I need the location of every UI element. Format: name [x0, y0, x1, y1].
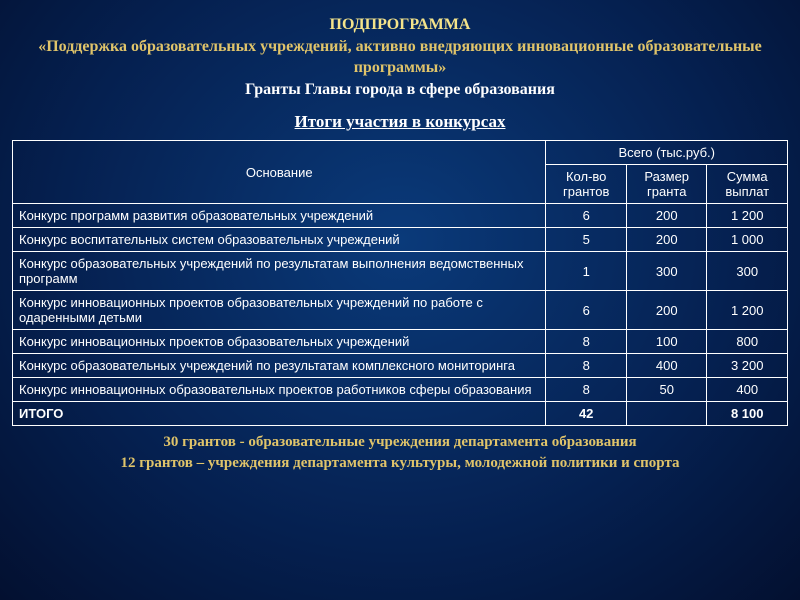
cell-size: 400	[626, 354, 707, 378]
cell-count: 8	[546, 354, 627, 378]
cell-count: 6	[546, 291, 627, 330]
cell-sum: 1 200	[707, 291, 788, 330]
cell-basis: Конкурс инновационных образовательных пр…	[13, 378, 546, 402]
table-row: Конкурс инновационных проектов образоват…	[13, 330, 788, 354]
total-size	[626, 402, 707, 426]
table-row: Конкурс образовательных учреждений по ре…	[13, 252, 788, 291]
cell-sum: 800	[707, 330, 788, 354]
th-total-group: Всего (тыс.руб.)	[546, 141, 788, 165]
total-sum: 8 100	[707, 402, 788, 426]
cell-sum: 1 200	[707, 204, 788, 228]
th-basis: Основание	[13, 141, 546, 204]
table-container: Основание Всего (тыс.руб.) Кол-во гранто…	[0, 140, 800, 426]
cell-count: 1	[546, 252, 627, 291]
table-row: Конкурс программ развития образовательны…	[13, 204, 788, 228]
cell-basis: Конкурс воспитательных систем образовате…	[13, 228, 546, 252]
sub-header: Итоги участия в конкурсах	[0, 112, 800, 132]
header-line-2: «Поддержка образовательных учреждений, а…	[30, 36, 770, 79]
total-label: ИТОГО	[13, 402, 546, 426]
cell-sum: 300	[707, 252, 788, 291]
slide-header: ПОДПРОГРАММА «Поддержка образовательных …	[0, 0, 800, 106]
cell-basis: Конкурс образовательных учреждений по ре…	[13, 354, 546, 378]
header-line-1: ПОДПРОГРАММА	[30, 14, 770, 36]
cell-size: 200	[626, 204, 707, 228]
th-size: Размер гранта	[626, 165, 707, 204]
th-count: Кол-во грантов	[546, 165, 627, 204]
table-row: Конкурс инновационных проектов образоват…	[13, 291, 788, 330]
cell-basis: Конкурс инновационных проектов образоват…	[13, 330, 546, 354]
cell-basis: Конкурс инновационных проектов образоват…	[13, 291, 546, 330]
table-total-row: ИТОГО 42 8 100	[13, 402, 788, 426]
footnote-line-2: 12 грантов – учреждения департамента кул…	[20, 453, 780, 473]
cell-size: 100	[626, 330, 707, 354]
table-body: Конкурс программ развития образовательны…	[13, 204, 788, 426]
cell-count: 8	[546, 378, 627, 402]
cell-sum: 400	[707, 378, 788, 402]
total-count: 42	[546, 402, 627, 426]
th-sum: Сумма выплат	[707, 165, 788, 204]
cell-count: 5	[546, 228, 627, 252]
cell-size: 200	[626, 228, 707, 252]
cell-basis: Конкурс образовательных учреждений по ре…	[13, 252, 546, 291]
cell-basis: Конкурс программ развития образовательны…	[13, 204, 546, 228]
cell-size: 50	[626, 378, 707, 402]
cell-sum: 3 200	[707, 354, 788, 378]
cell-size: 200	[626, 291, 707, 330]
cell-sum: 1 000	[707, 228, 788, 252]
footnote-line-1: 30 грантов - образовательные учреждения …	[20, 432, 780, 452]
table-row: Конкурс воспитательных систем образовате…	[13, 228, 788, 252]
cell-size: 300	[626, 252, 707, 291]
footnotes: 30 грантов - образовательные учреждения …	[0, 426, 800, 473]
grants-table: Основание Всего (тыс.руб.) Кол-во гранто…	[12, 140, 788, 426]
table-row: Конкурс инновационных образовательных пр…	[13, 378, 788, 402]
cell-count: 6	[546, 204, 627, 228]
cell-count: 8	[546, 330, 627, 354]
table-row: Конкурс образовательных учреждений по ре…	[13, 354, 788, 378]
header-line-3: Гранты Главы города в сфере образования	[30, 79, 770, 101]
